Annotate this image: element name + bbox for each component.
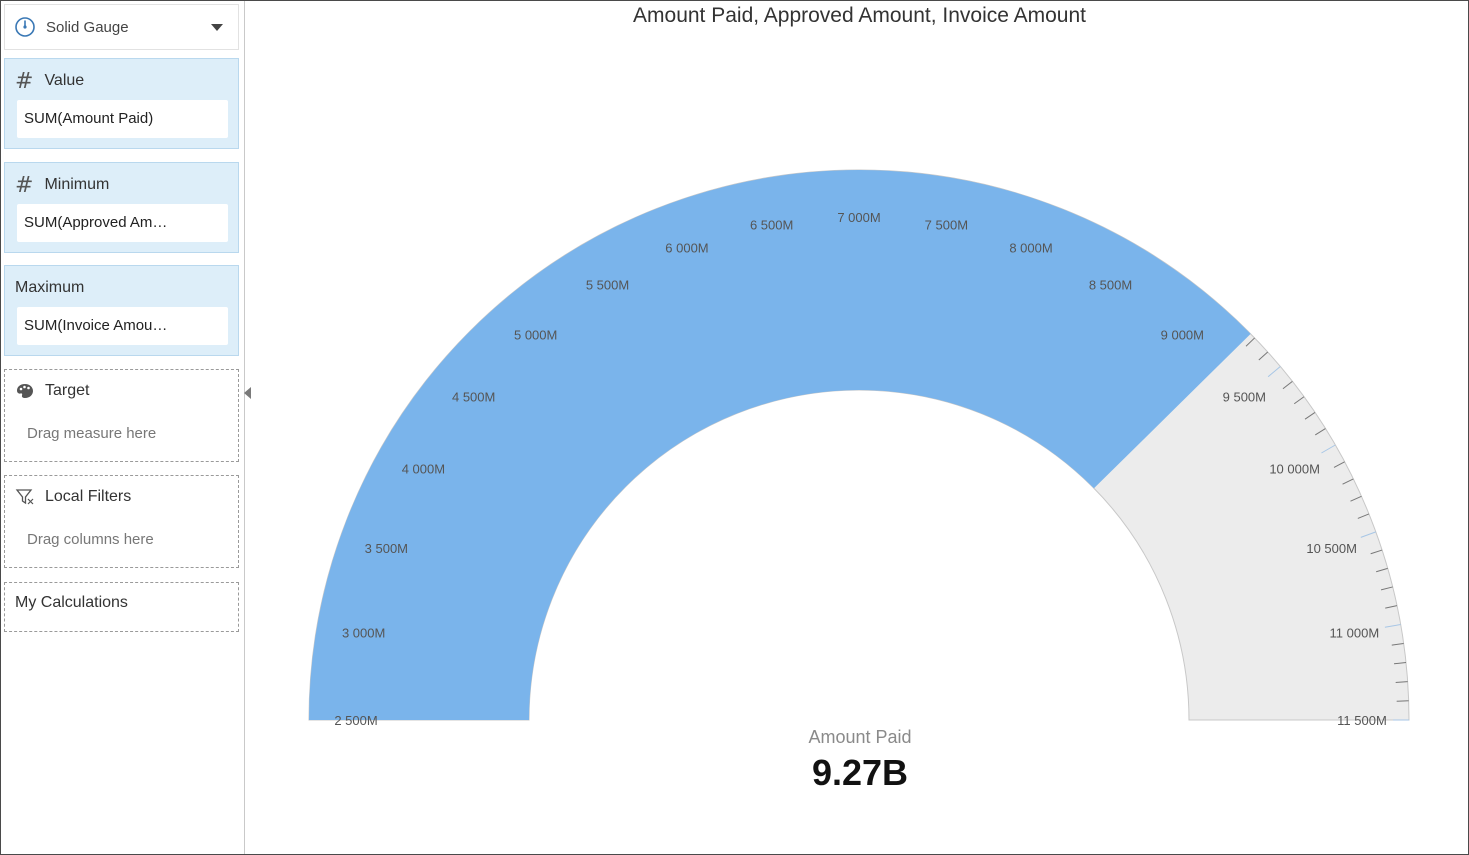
minimum-measure-pill[interactable]: SUM(Approved Am…: [17, 204, 228, 242]
gauge-tick-label: 4 000M: [402, 462, 445, 477]
maximum-zone-title: Maximum: [15, 279, 85, 296]
gauge-tick: [1385, 605, 1398, 609]
gauge-tick-label: 10 000M: [1269, 462, 1320, 477]
gauge-tick: [1304, 412, 1316, 420]
gauge-tick-label: 9 500M: [1223, 390, 1266, 405]
local-filters-hint: Drag columns here: [27, 531, 154, 548]
maximum-drop-zone[interactable]: Maximum SUM(Invoice Amou…: [4, 265, 239, 356]
gauge-tick-label: 5 000M: [514, 328, 557, 343]
gauge-tick: [1245, 337, 1255, 347]
target-drop-zone[interactable]: Target Drag measure here: [4, 369, 239, 462]
gauge-tick: [1357, 513, 1370, 519]
gauge-tick: [1293, 396, 1305, 405]
gauge-tick: [1394, 662, 1407, 665]
gauge-tick-label: 3 000M: [342, 626, 385, 641]
gauge-value-fill: [309, 169, 1251, 721]
gauge-tick-label: 3 500M: [365, 541, 408, 556]
gauge-tick-label: 4 500M: [452, 390, 495, 405]
maximum-measure-pill[interactable]: SUM(Invoice Amou…: [17, 307, 228, 345]
gauge-tick: [1333, 461, 1345, 468]
gauge-tick: [1321, 444, 1336, 454]
gauge-tick: [1258, 351, 1269, 361]
chevron-down-icon[interactable]: [211, 24, 223, 31]
minimum-zone-title: Minimum: [44, 176, 110, 193]
gauge-tick-label: 6 000M: [665, 240, 708, 255]
gauge-tick-label: 11 000M: [1330, 626, 1380, 641]
gauge-tick: [1395, 681, 1408, 683]
value-measure-pill[interactable]: SUM(Amount Paid): [17, 100, 228, 138]
gauge-tick: [1370, 549, 1383, 555]
collapse-panel-icon[interactable]: [244, 387, 251, 399]
gauge-tick: [1384, 624, 1401, 628]
gauge-tick: [1267, 366, 1281, 378]
my-calculations-title: My Calculations: [15, 594, 128, 611]
grammar-panel: Solid Gauge # Value SUM(Amount Paid) # M…: [1, 1, 245, 854]
my-calculations-section[interactable]: My Calculations: [4, 582, 239, 632]
hash-icon: #: [15, 68, 34, 94]
chart-type-label: Solid Gauge: [46, 18, 129, 36]
gauge-tick: [1342, 478, 1354, 485]
chart-title: Amount Paid, Approved Amount, Invoice Am…: [633, 4, 1086, 27]
gauge-tick-label: 8 500M: [1089, 277, 1132, 292]
palette-icon: [17, 384, 33, 398]
gauge-tick-label: 8 000M: [1009, 240, 1052, 255]
gauge-tick-label: 6 500M: [750, 218, 793, 233]
gauge-tick-label: 7 000M: [837, 210, 880, 225]
gauge-tick-label: 10 500M: [1306, 541, 1357, 556]
gauge-tick: [1376, 567, 1388, 573]
target-drop-hint: Drag measure here: [27, 425, 157, 442]
gauge-tick: [1350, 495, 1362, 502]
filter-icon: [15, 489, 34, 505]
target-zone-title: Target: [45, 382, 90, 399]
local-filters-title: Local Filters: [45, 488, 132, 505]
gauge-tick: [1282, 380, 1293, 390]
minimum-drop-zone[interactable]: # Minimum SUM(Approved Am…: [4, 162, 239, 253]
chart-type-selector[interactable]: Solid Gauge: [4, 4, 239, 50]
gauge-tick: [1380, 586, 1393, 591]
gauge-tick-label: 5 500M: [586, 277, 629, 292]
gauge-tick-label: 9 000M: [1161, 328, 1204, 343]
hash-icon: #: [15, 172, 34, 198]
value-zone-title: Value: [44, 72, 85, 89]
gauge-tick: [1360, 531, 1377, 538]
gauge-tick-label: 7 500M: [925, 218, 968, 233]
gauge-tick-label: 2 500M: [334, 713, 377, 728]
gauge-icon: [15, 17, 35, 37]
gauge-value-label: Amount Paid: [808, 727, 912, 747]
value-drop-zone[interactable]: # Value SUM(Amount Paid): [4, 58, 239, 149]
gauge-tick: [1391, 642, 1404, 646]
gauge-tick-label: 11 500M: [1337, 713, 1387, 728]
gauge-tick: [1314, 428, 1326, 436]
gauge-value-display: 9.27B: [811, 752, 909, 793]
local-filters-drop-zone[interactable]: Local Filters Drag columns here: [4, 475, 239, 568]
